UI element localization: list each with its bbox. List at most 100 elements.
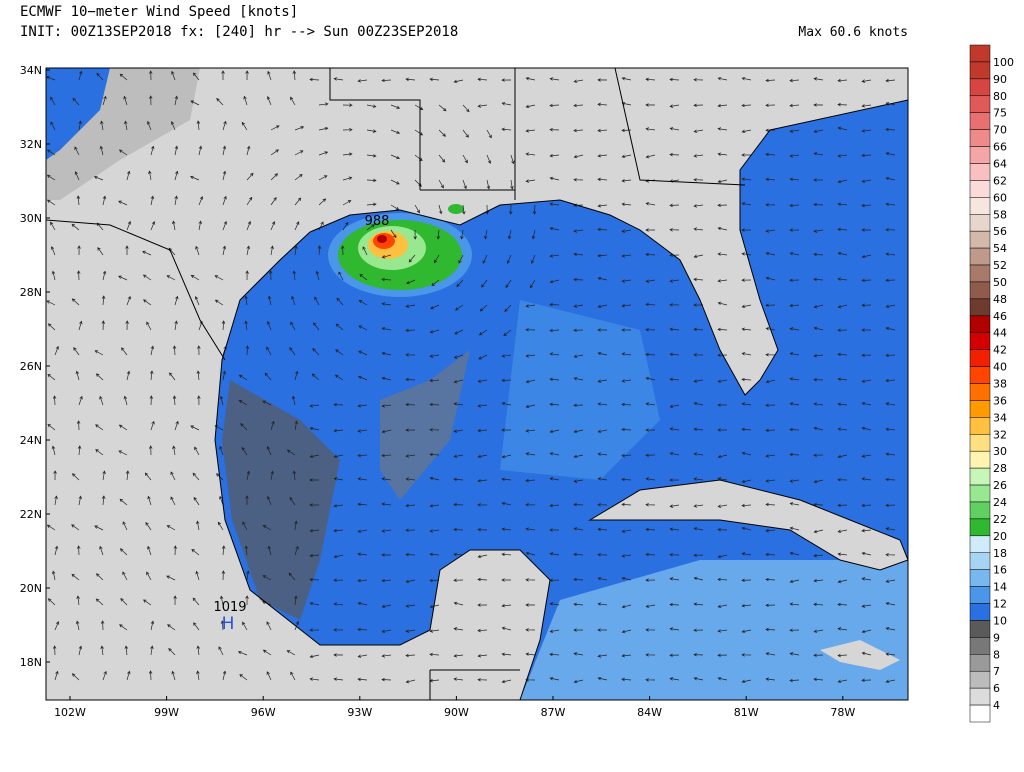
colorbar-swatch: [969, 569, 991, 587]
wind-arrow: [693, 353, 704, 357]
wind-arrow: [244, 320, 248, 331]
wind-arrow: [861, 153, 872, 158]
wind-arrow: [290, 96, 296, 106]
wind-arrow: [246, 570, 250, 581]
wind-arrow: [266, 96, 272, 106]
colorbar-label: 46: [993, 310, 1007, 323]
wind-arrow: [529, 279, 536, 289]
wind-arrow: [438, 179, 444, 189]
wind-arrow: [501, 679, 512, 684]
wind-arrow: [174, 420, 179, 431]
colorbar-swatch: [969, 603, 991, 621]
colorbar-swatch: [969, 586, 991, 604]
wind-arrow: [861, 278, 872, 283]
wind-arrow: [813, 578, 824, 583]
wind-arrow: [405, 604, 416, 608]
wind-arrow: [390, 104, 401, 109]
wind-arrow: [102, 670, 107, 681]
colorbar-swatch: [969, 670, 991, 689]
wind-arrow: [501, 78, 512, 82]
wind-arrow: [573, 502, 584, 507]
colorbar-swatch: [969, 264, 991, 283]
wind-arrow: [669, 577, 680, 581]
wind-arrow: [573, 103, 584, 108]
wind-arrow: [717, 279, 728, 283]
wind-arrow: [549, 676, 560, 681]
wind-arrow: [174, 145, 179, 156]
wind-arrow: [334, 374, 344, 381]
wind-arrow: [335, 323, 344, 331]
colorbar-label: 60: [993, 191, 1007, 204]
wind-arrow: [813, 178, 823, 182]
colorbar-label: 22: [993, 513, 1007, 526]
wind-arrow: [315, 270, 320, 281]
wind-arrow: [669, 478, 680, 482]
wind-arrow: [597, 304, 608, 309]
wind-arrow: [525, 179, 536, 183]
wind-arrow: [342, 103, 353, 107]
wind-arrow: [266, 446, 272, 456]
wind-arrow: [765, 403, 776, 408]
wind-arrow: [765, 552, 776, 557]
wind-arrow: [150, 420, 155, 431]
wind-arrow: [292, 470, 296, 481]
wind-arrow: [597, 276, 608, 281]
wind-arrow: [789, 502, 800, 506]
wind-arrow: [765, 627, 776, 632]
wind-arrow: [621, 604, 632, 609]
wind-arrow: [861, 528, 872, 533]
wind-arrow: [813, 602, 824, 607]
wind-arrow: [621, 529, 632, 533]
wind-arrow: [266, 495, 272, 506]
wind-arrow: [861, 503, 872, 508]
wind-arrow: [406, 279, 416, 285]
wind-arrow: [501, 552, 512, 557]
wind-arrow: [167, 624, 176, 631]
wind-arrow: [381, 404, 392, 408]
wind-arrow: [294, 126, 305, 131]
wind-arrow: [290, 671, 296, 681]
wind-arrow: [172, 445, 176, 456]
wind-arrow: [549, 652, 560, 657]
wind-arrow: [462, 179, 467, 190]
wind-arrow: [95, 449, 104, 456]
wind-arrow: [837, 304, 848, 309]
wind-arrow: [174, 195, 178, 206]
wind-arrow: [741, 679, 752, 684]
wind-arrow: [170, 121, 176, 131]
wind-arrow: [885, 78, 896, 83]
wind-arrow: [501, 626, 512, 631]
wind-arrow: [669, 427, 680, 431]
wind-arrow: [333, 77, 344, 81]
wind-arrow: [405, 353, 416, 357]
wind-arrow: [741, 327, 752, 331]
wind-arrow: [477, 628, 488, 633]
wind-arrow: [693, 254, 704, 259]
wind-arrow: [145, 522, 152, 531]
wind-arrow: [408, 254, 416, 263]
wind-arrow: [358, 375, 368, 381]
wind-arrow: [192, 72, 200, 81]
colorbar-label: 38: [993, 378, 1007, 391]
wind-arrow: [789, 628, 800, 632]
wind-arrow: [429, 629, 440, 633]
wind-arrow: [525, 603, 536, 607]
wind-arrow: [405, 402, 416, 407]
lon-label: 93W: [347, 706, 372, 719]
wind-arrow: [549, 77, 560, 81]
wind-arrow: [861, 678, 872, 683]
wind-arrow: [765, 577, 776, 582]
wind-arrow: [453, 527, 464, 532]
wind-arrow: [458, 254, 464, 264]
wind-arrow: [144, 472, 152, 481]
wind-arrow: [621, 502, 632, 507]
wind-arrow: [837, 627, 848, 631]
colorbar-label: 56: [993, 225, 1007, 238]
wind-arrow: [381, 254, 392, 259]
wind-arrow: [262, 525, 272, 531]
wind-arrow: [47, 323, 56, 331]
wind-arrow: [837, 679, 848, 684]
wind-arrow: [54, 545, 59, 556]
wind-arrow: [172, 220, 176, 231]
wind-arrow: [621, 76, 632, 81]
